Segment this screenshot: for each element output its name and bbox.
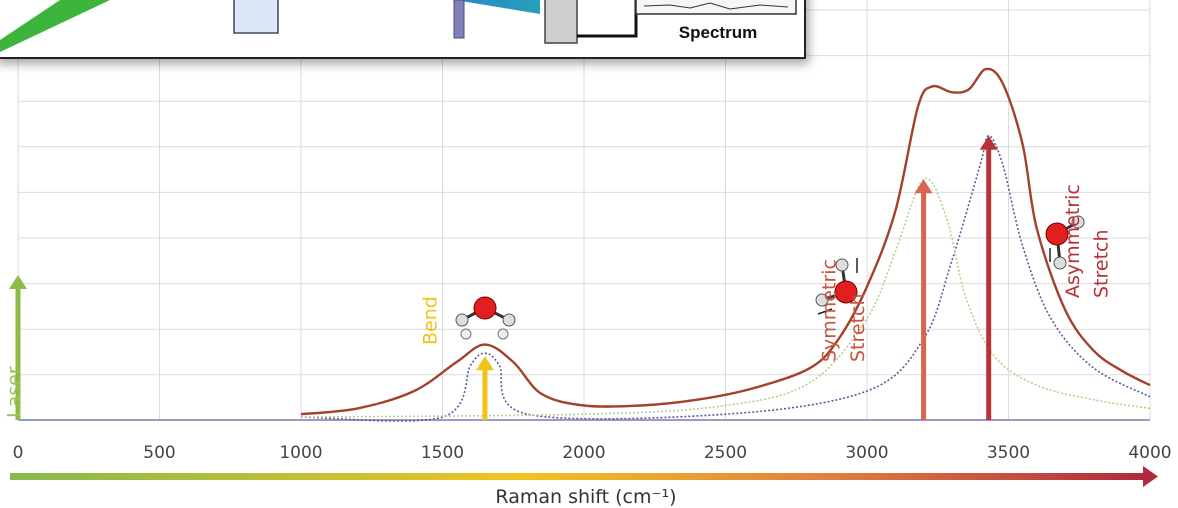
sample-cell-icon: [233, 0, 279, 34]
arrow-layer: [9, 135, 998, 420]
annotation-labels: Laser Bend Symmetric Stretch Asymmetric Stret…: [4, 184, 1113, 418]
grid-lines: [17, 0, 1151, 421]
molecule-bend-icon: [455, 296, 516, 340]
spectrum-thumbnail-icon: [635, 0, 797, 15]
x-axis-title: Raman shift (cm⁻¹): [495, 486, 676, 508]
series-line: [300, 134, 1151, 422]
annotation-label: Asymmetric: [1062, 184, 1084, 298]
x-tick-label: 4000: [1128, 443, 1171, 463]
inset-contents: Spectrum: [0, 0, 797, 52]
x-axis-arrow: [10, 466, 1158, 487]
annotation-label: Symmetric: [819, 259, 841, 362]
detector-icon: [544, 0, 578, 44]
x-tick-label: 1000: [279, 443, 322, 463]
molecule-asymmetric-icon: [1045, 215, 1085, 270]
laser-beam-icon: [0, 0, 110, 52]
x-tick-label: 2500: [704, 443, 747, 463]
annotation-label: Stretch: [847, 293, 869, 362]
series-line: [300, 67, 1151, 416]
x-tick-labels: 0 500 1000 1500 2000 2500 3000 3500 4000: [13, 443, 1172, 463]
spectrum-caption: Spectrum: [679, 23, 757, 42]
x-tick-label: 0: [13, 443, 24, 463]
series-layer: [300, 67, 1151, 422]
annotation-label: Stretch: [1090, 229, 1112, 298]
peak-arrow-head: [979, 135, 998, 150]
annotation-label: Bend: [420, 296, 442, 345]
peak-arrow-head: [9, 275, 27, 289]
x-tick-label: 2000: [562, 443, 605, 463]
annotation-label: Laser: [4, 366, 26, 418]
x-tick-label: 500: [143, 443, 175, 463]
molecule-symmetric-icon: [815, 258, 858, 315]
peak-arrow-head: [475, 356, 494, 371]
peak-arrow-head: [914, 179, 933, 194]
x-tick-label: 1500: [421, 443, 464, 463]
series-line: [300, 177, 1151, 418]
grating-icon: [420, 0, 540, 14]
x-tick-label: 3500: [987, 443, 1030, 463]
x-tick-label: 3000: [845, 443, 888, 463]
